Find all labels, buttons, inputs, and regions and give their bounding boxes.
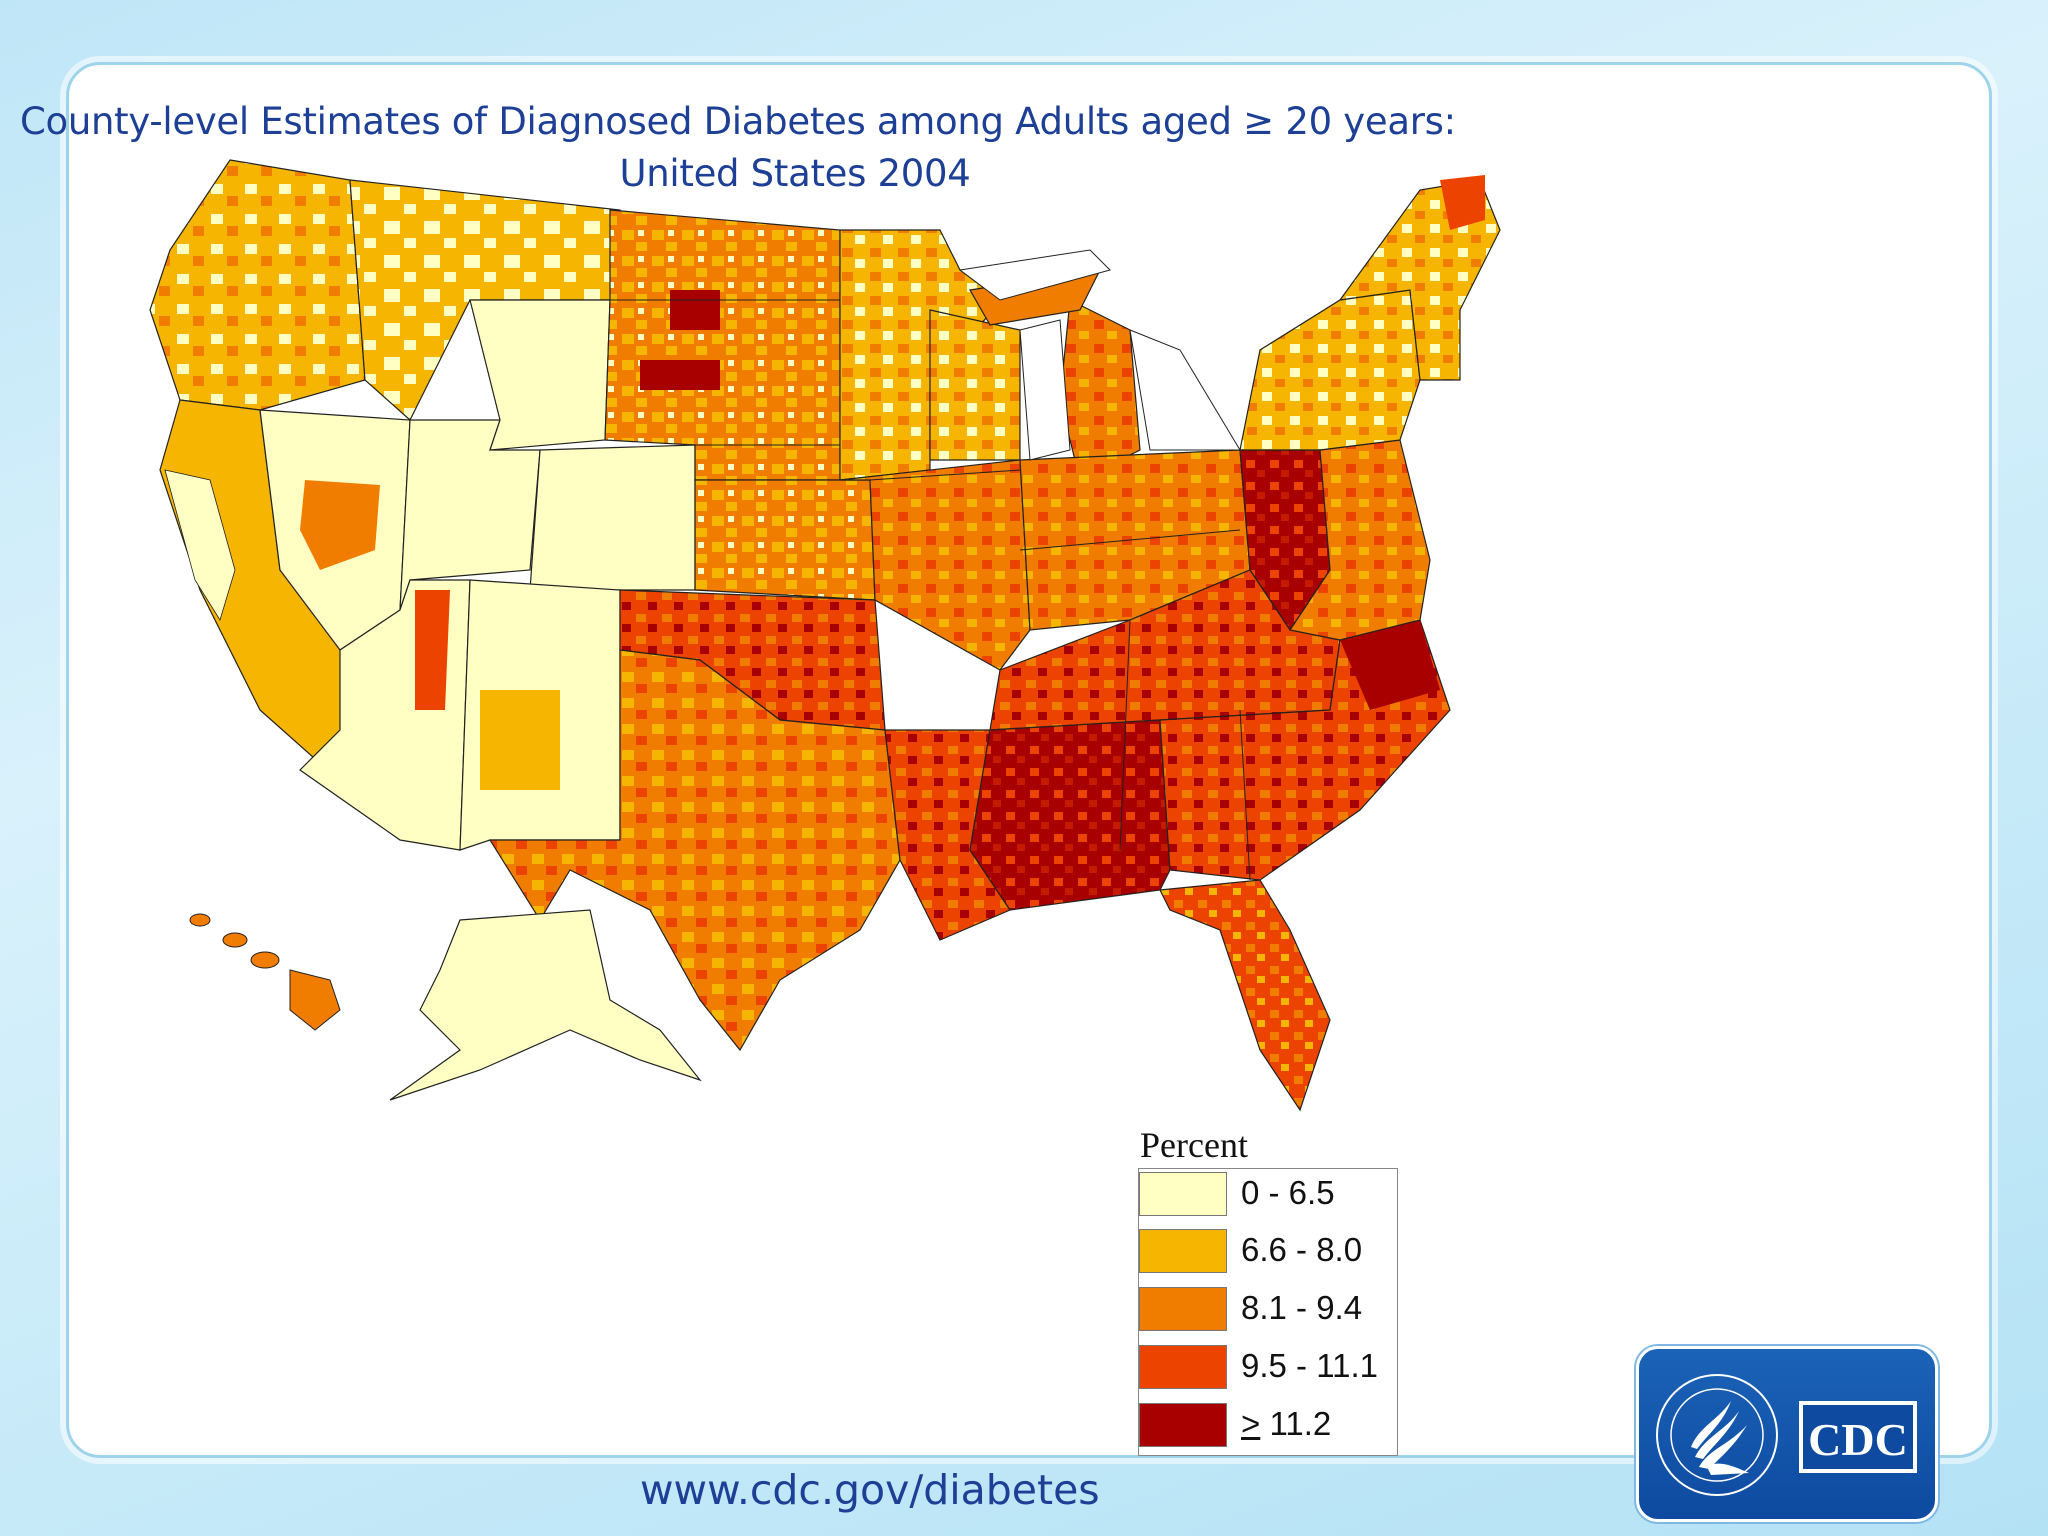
title-line-2: United States 2004 [619,152,971,195]
region-mid-atlantic [1289,439,1431,641]
region-maine-north [1440,175,1485,230]
legend-swatch-4 [1139,1345,1227,1389]
region-new-england [1338,179,1501,381]
legend-item-3: 8.1 - 9.4 [1139,1287,1399,1333]
region-california-coast [164,469,236,621]
legend-label-5-prefix: > [1241,1405,1261,1442]
footer-url[interactable]: www.cdc.gov/diabetes [640,1466,1100,1514]
legend-item-2: 6.6 - 8.0 [1139,1229,1399,1275]
us-county-map [149,159,1501,1112]
region-new-mexico-south [480,690,560,790]
legend-item-5: > 11.2 [1139,1403,1399,1449]
region-texas [488,649,901,1052]
region-sd-reservation [670,290,720,330]
region-arizona-east [415,590,450,710]
region-alaska [389,909,702,1101]
region-wisconsin [929,309,1021,461]
region-nc-east [1340,620,1440,710]
cdc-logo-text: CDC [1808,1414,1908,1465]
legend: Percent 0 - 6.5 6.6 - 8.0 8.1 - 9.4 9.5 … [1138,1124,1438,1459]
legend-label-5: > 11.2 [1241,1405,1331,1443]
legend-label-3: 8.1 - 9.4 [1241,1289,1363,1326]
legend-label-4: 9.5 - 11.1 [1241,1347,1378,1384]
map-title: County-level Estimates of Diagnosed Diab… [20,96,1540,200]
legend-label-5-value: 11.2 [1260,1405,1332,1442]
legend-label-2: 6.6 - 8.0 [1241,1231,1363,1268]
region-wyoming [469,299,611,451]
region-michigan [1059,299,1141,481]
region-new-york-pa [1239,289,1421,451]
region-sd-south [640,360,720,390]
hhs-cdc-logo-icon: CDC [1656,1374,1917,1496]
region-nevada-center [300,480,380,570]
region-north-plains [604,209,841,481]
legend-item-4: 9.5 - 11.1 [1139,1345,1399,1391]
lake-superior [958,249,1111,301]
region-pacific-northwest [149,159,366,411]
title-line-1: County-level Estimates of Diagnosed Diab… [20,100,1456,143]
lake-huron-erie [1129,329,1241,451]
region-florida [1159,879,1331,1112]
legend-box: 0 - 6.5 6.6 - 8.0 8.1 - 9.4 9.5 - 11.1 >… [1138,1168,1398,1456]
legend-title: Percent [1140,1125,1248,1165]
lake-michigan [1019,319,1071,461]
state-boundaries [610,299,1251,881]
legend-item-1: 0 - 6.5 [1139,1172,1399,1218]
cdc-logo: CDC [1636,1346,1938,1522]
legend-swatch-5 [1139,1403,1227,1447]
legend-swatch-2 [1139,1229,1227,1273]
legend-swatch-3 [1139,1287,1227,1331]
legend-swatch-1 [1139,1172,1227,1216]
region-colorado [529,444,696,591]
region-deep-south [969,719,1171,911]
region-hawaii [189,913,341,1031]
legend-label-1: 0 - 6.5 [1241,1174,1335,1211]
region-kansas [694,479,876,601]
